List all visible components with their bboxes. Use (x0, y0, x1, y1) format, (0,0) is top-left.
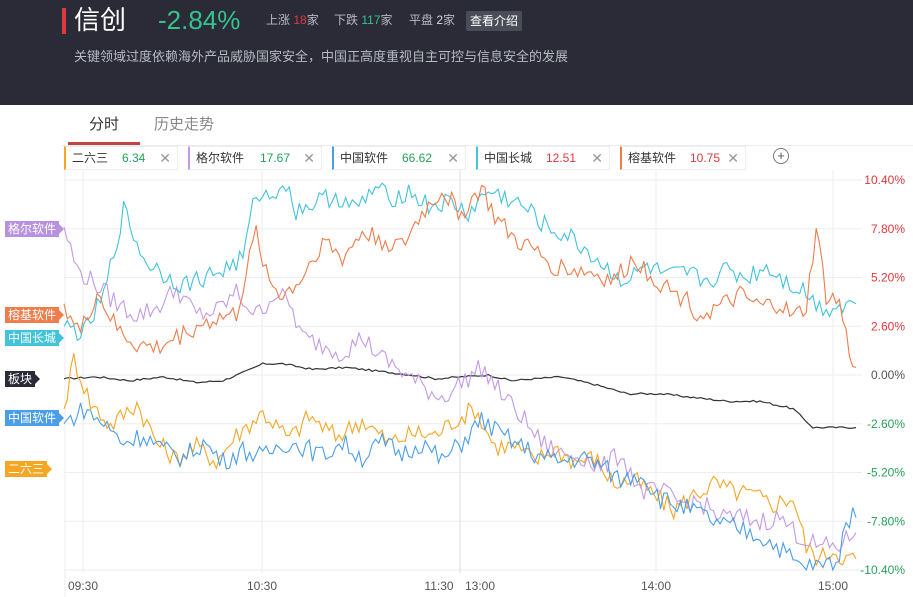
series-tag: 中国长城 (5, 329, 65, 346)
y-tick-label: 10.40% (864, 173, 905, 187)
stat-flat-label: 平盘 (409, 13, 434, 27)
stock-chip-price: 6.34 (122, 151, 146, 165)
y-tick-label: 2.60% (871, 319, 905, 333)
sector-title: 信创 (74, 5, 127, 35)
tabs-divider (62, 145, 913, 146)
series-tag: 榕基软件 (5, 307, 65, 323)
close-icon[interactable]: ✕ (159, 150, 171, 166)
view-intro-button[interactable]: 查看介绍 (466, 11, 522, 31)
stat-down: 下跌 117家 (334, 12, 393, 28)
stat-up-label: 上涨 (266, 13, 291, 27)
stock-chip[interactable]: 榕基软件 10.75 ✕ (620, 146, 746, 170)
series-tag: 格尔软件 (5, 220, 65, 237)
chart-grid (64, 170, 862, 597)
y-axis: 10.40% 7.80% 5.20% 2.60% 0.00% -2.60% -5.20% -7… (860, 173, 905, 577)
stock-chip-name: 格尔软件 (196, 151, 245, 165)
y-tick-label: 7.80% (871, 222, 905, 236)
stock-chip-price: 17.67 (260, 151, 291, 165)
x-tick-label: 09:30 (68, 579, 98, 593)
stat-flat-count: 2 (436, 13, 444, 27)
stock-chip[interactable]: 二六三 6.34 ✕ (64, 146, 178, 170)
close-icon[interactable]: ✕ (591, 150, 603, 166)
intraday-chart: 10.40% 7.80% 5.20% 2.60% 0.00% -2.60% -5.20% -7… (63, 170, 905, 597)
stock-chip-price: 66.62 (402, 151, 433, 165)
x-tick-label: 11:30 (424, 579, 453, 593)
close-icon[interactable]: ✕ (303, 150, 315, 166)
stat-up-count: 18 (293, 13, 307, 27)
stock-chip-name: 中国长城 (484, 151, 533, 165)
stat-flat-unit: 家 (443, 13, 456, 27)
x-tick-label: 15:00 (818, 579, 848, 593)
series-line-stock-3 (63, 402, 857, 572)
stock-chip-price: 10.75 (690, 151, 721, 165)
sector-description: 关键领域过度依赖海外产品威胁国家安全，中国正高度重视自主可控与信息安全的发展 (74, 49, 569, 64)
header-bar: 信创 -2.84% 上涨 18家 下跌 117家 平盘 2家 查看介绍 关键领域… (0, 0, 913, 105)
y-tick-label: -7.80% (867, 514, 905, 528)
tab-intraday[interactable]: 分时 (89, 116, 120, 133)
stock-chip-name: 二六三 (72, 151, 109, 165)
series-line-stock-4 (63, 182, 857, 342)
series-tag: 二六三 (5, 460, 53, 477)
stat-flat: 平盘 2家 (409, 12, 455, 28)
close-icon[interactable]: ✕ (727, 150, 739, 166)
stat-down-label: 下跌 (334, 13, 359, 27)
stat-up: 上涨 18家 (266, 12, 319, 28)
series-line-stock-1 (63, 353, 857, 567)
stat-down-unit: 家 (380, 13, 393, 27)
stock-chip-name: 榕基软件 (628, 151, 677, 165)
stock-chip[interactable]: 中国长城 12.51 ✕ (476, 146, 610, 170)
series-line-stock-2 (63, 226, 857, 553)
series-tag: 板块 (5, 370, 41, 387)
stat-down-count: 117 (361, 13, 381, 27)
close-icon[interactable]: ✕ (447, 150, 459, 166)
x-tick-label: 14:00 (641, 579, 671, 593)
series-line-sector (63, 362, 857, 430)
stat-up-unit: 家 (306, 13, 319, 27)
y-tick-label: 0.00% (871, 368, 905, 382)
chart-series (63, 182, 857, 572)
series-line-stock-5 (63, 184, 857, 369)
x-tick-label: 10:30 (247, 579, 277, 593)
tab-history[interactable]: 历史走势 (154, 116, 215, 133)
stock-chip[interactable]: 中国软件 66.62 ✕ (332, 146, 466, 170)
y-tick-label: -5.20% (867, 466, 905, 480)
series-tag: 中国软件 (5, 410, 65, 427)
y-tick-label: 5.20% (871, 271, 905, 285)
sector-change: -2.84% (158, 5, 241, 35)
x-tick-label: 13:00 (465, 579, 495, 593)
x-axis: 09:30 10:30 11:30 13:00 14:00 15:00 (68, 579, 848, 593)
y-tick-label: -2.60% (867, 417, 905, 431)
active-tab-indicator (68, 142, 140, 145)
y-tick-label: -10.40% (860, 563, 905, 577)
stock-chip-price: 12.51 (546, 151, 577, 165)
title-accent-bar (62, 8, 66, 34)
add-stock-icon[interactable]: + (773, 148, 789, 164)
stock-chip-name: 中国软件 (340, 151, 389, 165)
stock-chip[interactable]: 格尔软件 17.67 ✕ (188, 146, 322, 170)
